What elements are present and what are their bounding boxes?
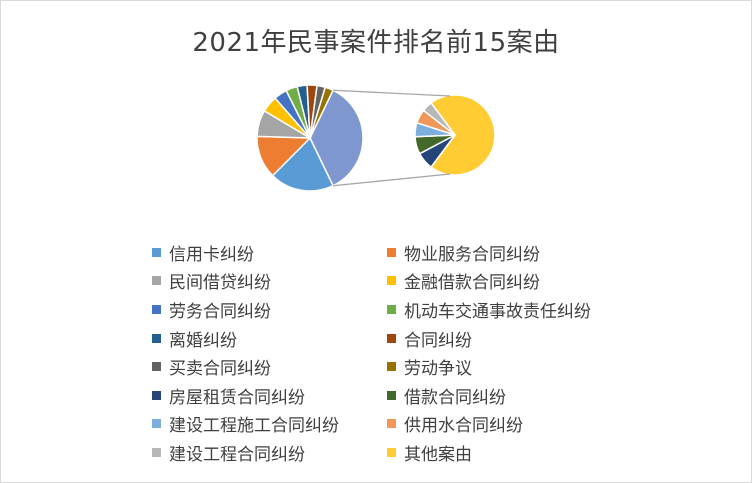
legend-item: 金融借款合同纠纷	[387, 267, 622, 296]
connector-line-bottom	[332, 173, 451, 187]
legend-swatch	[387, 333, 396, 343]
legend-item: 建设工程施工合同纠纷	[152, 410, 387, 439]
legend-swatch	[387, 362, 396, 372]
slice-other-combined	[309, 89, 364, 187]
legend-swatch	[152, 276, 161, 286]
legend-swatch	[387, 447, 396, 457]
slice-劳动争议	[309, 86, 335, 139]
legend-item: 借款合同纠纷	[387, 381, 622, 410]
secondary-slice-建设工程合同纠纷	[422, 101, 456, 136]
legend-item: 合同纠纷	[387, 324, 622, 353]
legend-item: 物业服务合同纠纷	[387, 238, 622, 267]
legend-label: 买卖合同纠纷	[169, 359, 271, 380]
legend-label: 借款合同纠纷	[404, 387, 506, 408]
legend-label: 房屋租赁合同纠纷	[169, 387, 305, 408]
legend-swatch	[152, 390, 161, 400]
legend-item: 劳务合同纠纷	[152, 295, 387, 324]
legend-swatch	[387, 276, 396, 286]
legend: 信用卡纠纷 物业服务合同纠纷民间借贷纠纷 金融借款合同纠纷劳务合同纠纷 机动车交通事故…	[152, 238, 632, 467]
legend-swatch	[152, 247, 161, 257]
legend-label: 机动车交通事故责任纠纷	[404, 301, 591, 322]
legend-swatch	[387, 304, 396, 314]
legend-label: 金融借款合同纠纷	[404, 273, 540, 294]
chart-title: 2021年民事案件排名前15案由	[192, 28, 560, 58]
legend-item: 供用水合同纠纷	[387, 410, 622, 439]
legend-label: 建设工程合同纠纷	[169, 444, 305, 465]
legend-swatch	[152, 447, 161, 457]
legend-label: 劳动争议	[404, 359, 472, 380]
legend-swatch	[387, 390, 396, 400]
legend-label: 其他案由	[404, 444, 472, 465]
legend-item: 建设工程合同纠纷	[152, 438, 387, 467]
legend-swatch	[387, 247, 396, 257]
legend-swatch	[152, 304, 161, 314]
legend-swatch	[387, 419, 396, 429]
legend-label: 劳务合同纠纷	[169, 301, 271, 322]
legend-item: 房屋租赁合同纠纷	[152, 381, 387, 410]
legend-item: 信用卡纠纷	[152, 238, 387, 267]
legend-label: 民间借贷纠纷	[169, 273, 271, 294]
legend-item: 民间借贷纠纷	[152, 267, 387, 296]
slice-信用卡纠纷	[271, 136, 335, 192]
legend-item: 劳动争议	[387, 352, 622, 381]
legend-swatch	[152, 333, 161, 343]
legend-label: 供用水合同纠纷	[404, 416, 523, 437]
secondary-slice-其他案由	[430, 94, 496, 176]
legend-swatch	[152, 419, 161, 429]
connector-line-top	[333, 89, 451, 97]
legend-label: 建设工程施工合同纠纷	[169, 416, 339, 437]
legend-label: 离婚纠纷	[169, 330, 237, 351]
legend-item: 机动车交通事故责任纠纷	[387, 295, 622, 324]
legend-item: 买卖合同纠纷	[152, 352, 387, 381]
legend-item: 其他案由	[387, 438, 622, 467]
legend-label: 信用卡纠纷	[169, 244, 254, 265]
legend-label: 合同纠纷	[404, 330, 472, 351]
legend-item: 离婚纠纷	[152, 324, 387, 353]
legend-label: 物业服务合同纠纷	[404, 244, 540, 265]
legend-swatch	[152, 362, 161, 372]
